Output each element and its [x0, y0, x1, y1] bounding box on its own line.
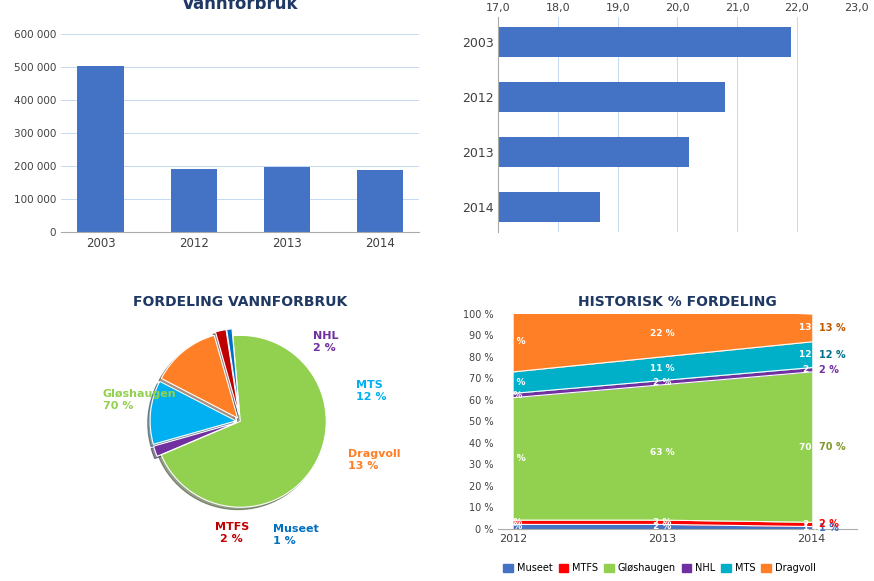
Text: NHL
2 %: NHL 2 % — [314, 331, 339, 353]
Wedge shape — [216, 329, 239, 415]
Legend: Museet, MTFS, Gløshaugen, NHL, MTS, Dragvoll: Museet, MTFS, Gløshaugen, NHL, MTS, Drag… — [499, 560, 820, 577]
Title: FORDELING VANNFORBRUK: FORDELING VANNFORBRUK — [133, 295, 348, 309]
Text: Dragvoll
13 %: Dragvoll 13 % — [348, 449, 400, 471]
Text: 12 %: 12 % — [819, 350, 846, 360]
Bar — [0, 192, 600, 223]
Text: 2 %: 2 % — [802, 365, 821, 374]
Wedge shape — [150, 381, 236, 444]
Bar — [0, 27, 791, 58]
Text: 2 %: 2 % — [819, 519, 839, 529]
Text: 70 %: 70 % — [800, 443, 824, 451]
Text: 2 %: 2 % — [504, 522, 523, 531]
Wedge shape — [154, 423, 236, 456]
Text: 10 %: 10 % — [501, 378, 525, 387]
Text: 13 %: 13 % — [800, 324, 824, 332]
Bar — [0, 82, 725, 113]
Bar — [170, 169, 217, 232]
Text: 12 %: 12 % — [800, 350, 824, 359]
Text: 1 %: 1 % — [802, 523, 821, 532]
Wedge shape — [226, 329, 239, 414]
Text: 2 %: 2 % — [653, 522, 671, 531]
Text: 1 %: 1 % — [819, 523, 839, 533]
Title: Vannforbruk: Vannforbruk — [182, 0, 299, 13]
Text: 2 %: 2 % — [653, 518, 671, 527]
Text: Museet
1 %: Museet 1 % — [273, 524, 319, 546]
Text: 2 %: 2 % — [802, 520, 821, 529]
Text: Gløshaugen
70 %: Gløshaugen 70 % — [103, 389, 177, 411]
Title: HISTORISK % FORDELING: HISTORISK % FORDELING — [578, 295, 777, 309]
Text: 63 %: 63 % — [650, 448, 675, 457]
Text: 13 %: 13 % — [819, 323, 846, 333]
Text: 2 %: 2 % — [653, 378, 671, 387]
Text: 28 %: 28 % — [501, 338, 525, 346]
Text: 11 %: 11 % — [650, 364, 675, 373]
Text: 2 %: 2 % — [504, 518, 523, 527]
Text: 70 %: 70 % — [819, 442, 846, 452]
Text: MTS
12 %: MTS 12 % — [357, 381, 387, 402]
Bar — [357, 170, 403, 232]
Text: 57 %: 57 % — [501, 454, 525, 464]
Text: 2 %: 2 % — [504, 391, 523, 400]
Bar — [264, 167, 310, 232]
Bar — [78, 66, 124, 232]
Wedge shape — [161, 335, 326, 507]
Text: 2 %: 2 % — [819, 365, 839, 375]
Text: 22 %: 22 % — [650, 329, 675, 338]
Bar — [0, 137, 690, 167]
Wedge shape — [162, 335, 238, 418]
Text: MTFS
2 %: MTFS 2 % — [215, 522, 249, 544]
